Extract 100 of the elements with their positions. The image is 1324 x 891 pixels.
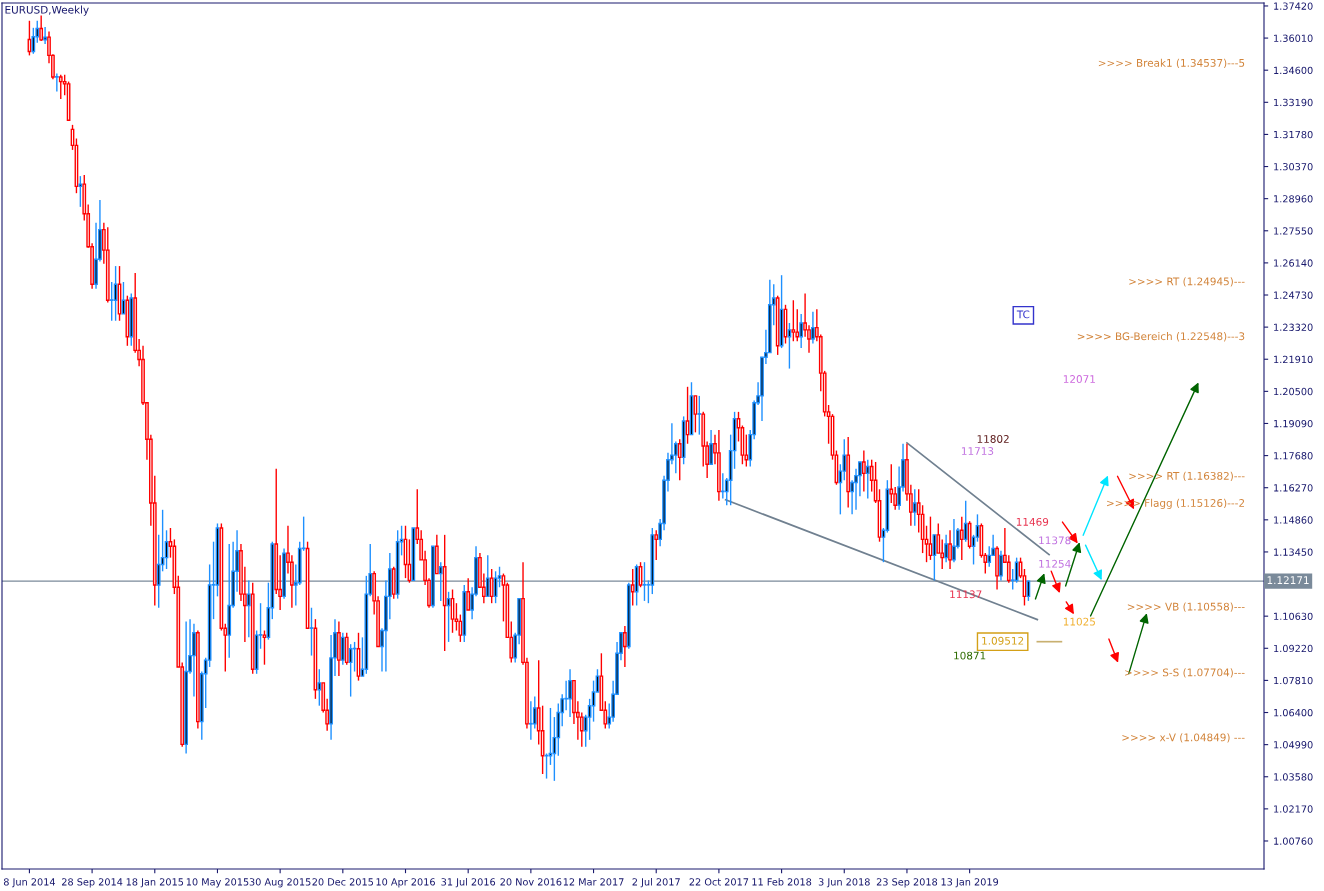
candlestick <box>340 632 345 666</box>
annotation: >>>> S-S (1.07704)--- <box>1125 668 1245 678</box>
x-tick-label: 22 Oct 2017 <box>689 878 749 886</box>
candlestick <box>912 488 917 527</box>
y-tick-label: 1.07810 <box>1274 676 1313 685</box>
candlestick <box>54 72 59 93</box>
candlestick <box>568 668 572 718</box>
candlestick <box>43 26 47 45</box>
candlestick <box>348 643 353 698</box>
y-tick-label: 1.21910 <box>1274 355 1313 364</box>
annotation: TC <box>1016 310 1030 319</box>
x-tick-label: 11 Feb 2018 <box>752 878 812 886</box>
annotation: >>>> Break1 (1.34537)---5 <box>1098 58 1245 69</box>
x-tick-label: 23 Sep 2018 <box>876 878 938 888</box>
y-tick-label: 1.28960 <box>1274 195 1313 203</box>
chart-title: EURUSD,Weekly <box>5 5 89 16</box>
candlestick <box>564 679 568 711</box>
annotation: 11802 <box>977 435 1009 443</box>
x-tick-label: 18 Jan 2015 <box>126 878 184 888</box>
candlestick <box>1006 554 1011 584</box>
candlestick <box>654 529 659 561</box>
y-tick-label: 1.06400 <box>1274 709 1313 717</box>
annotation: >>>> VB (1.10558)--- <box>1127 602 1245 612</box>
x-tick-label: 12 Mar 2017 <box>563 878 624 886</box>
y-tick-label: 1.26140 <box>1274 259 1313 267</box>
x-tick-label: 3 Jun 2018 <box>818 878 870 888</box>
y-tick-label: 1.14860 <box>1274 516 1313 524</box>
candlestick <box>109 281 114 322</box>
y-tick-label: 1.33190 <box>1274 98 1313 107</box>
y-tick-label: 1.10630 <box>1274 612 1313 620</box>
x-tick-label: 10 May 2015 <box>186 878 249 888</box>
candlestick <box>630 568 635 607</box>
candlestick <box>944 534 948 563</box>
candlestick <box>861 449 866 493</box>
y-tick-label: 1.31780 <box>1274 130 1313 139</box>
candlestick <box>932 534 937 582</box>
annotation: >>>> RT (1.24945)--- <box>1129 277 1245 287</box>
candlestick <box>940 538 945 570</box>
y-tick-label: 1.17680 <box>1274 452 1313 460</box>
x-tick-label: 30 Aug 2015 <box>249 878 311 888</box>
x-tick-label: 28 Sep 2014 <box>62 878 123 888</box>
annotation: 11025 <box>1063 617 1095 626</box>
candlestick <box>799 313 804 349</box>
candlestick <box>987 545 992 568</box>
candlestick <box>791 299 796 342</box>
y-tick-label: 1.09220 <box>1274 644 1313 653</box>
y-tick-label: 1.16270 <box>1274 484 1313 492</box>
candlestick <box>709 429 713 465</box>
y-tick-label: 1.04990 <box>1274 741 1313 749</box>
x-tick-label: 2 Jul 2017 <box>632 878 680 888</box>
candlestick <box>192 622 196 698</box>
candlestick <box>642 561 647 602</box>
y-tick-label: 1.19090 <box>1274 419 1313 428</box>
candlestick <box>317 668 322 707</box>
y-tick-label: 1.02170 <box>1274 805 1313 813</box>
y-tick-label: 1.20500 <box>1274 387 1313 396</box>
candlestick <box>466 577 471 611</box>
candlestick <box>262 629 267 666</box>
candlestick <box>78 175 83 208</box>
annotation: >>>> x-V (1.04849) --- <box>1122 733 1245 743</box>
candlestick <box>489 568 494 604</box>
y-tick-label: 1.23320 <box>1274 323 1313 331</box>
candlestick <box>963 499 968 543</box>
candlestick <box>31 27 36 55</box>
y-tick-label: 1.13450 <box>1274 548 1313 556</box>
candlestick <box>865 458 870 500</box>
candlestick <box>39 14 44 42</box>
annotation: 11469 <box>1016 517 1049 526</box>
candlestick <box>1014 556 1019 584</box>
annotation: 1.09512 <box>982 636 1024 645</box>
candlestick <box>999 550 1003 582</box>
y-tick-label: 1.03580 <box>1274 773 1313 781</box>
candlestick <box>438 561 443 602</box>
candlestick <box>58 74 63 100</box>
x-tick-label: 10 Apr 2016 <box>376 878 435 888</box>
y-tick-label: 1.36010 <box>1274 34 1313 42</box>
annotation: 12071 <box>1063 375 1095 383</box>
y-tick-label: 1.34600 <box>1274 66 1313 75</box>
candlestick <box>811 310 815 345</box>
annotation: 11713 <box>962 447 994 455</box>
candlestick <box>936 522 941 554</box>
x-tick-label: 13 Jan 2019 <box>941 878 999 888</box>
x-tick-label: 20 Dec 2015 <box>312 878 374 886</box>
y-tick-label: 1.30370 <box>1274 163 1313 171</box>
y-tick-label: 1.27550 <box>1274 227 1313 235</box>
annotation: 11378 <box>1039 536 1071 545</box>
annotation: 10871 <box>954 651 986 660</box>
candlestick <box>697 395 702 436</box>
candlestick <box>952 518 956 563</box>
candlestick <box>246 579 251 639</box>
y-tick-label: 1.24730 <box>1274 291 1313 299</box>
candlestick <box>948 529 952 570</box>
candlestick <box>309 607 314 657</box>
candlestick <box>485 554 490 598</box>
x-tick-label: 8 Jun 2014 <box>3 878 56 888</box>
annotation: 11254 <box>1039 559 1071 568</box>
candlestick <box>454 602 459 632</box>
candlestick <box>623 625 627 668</box>
candlestick <box>959 515 964 561</box>
x-tick-label: 31 Jul 2016 <box>441 878 496 888</box>
